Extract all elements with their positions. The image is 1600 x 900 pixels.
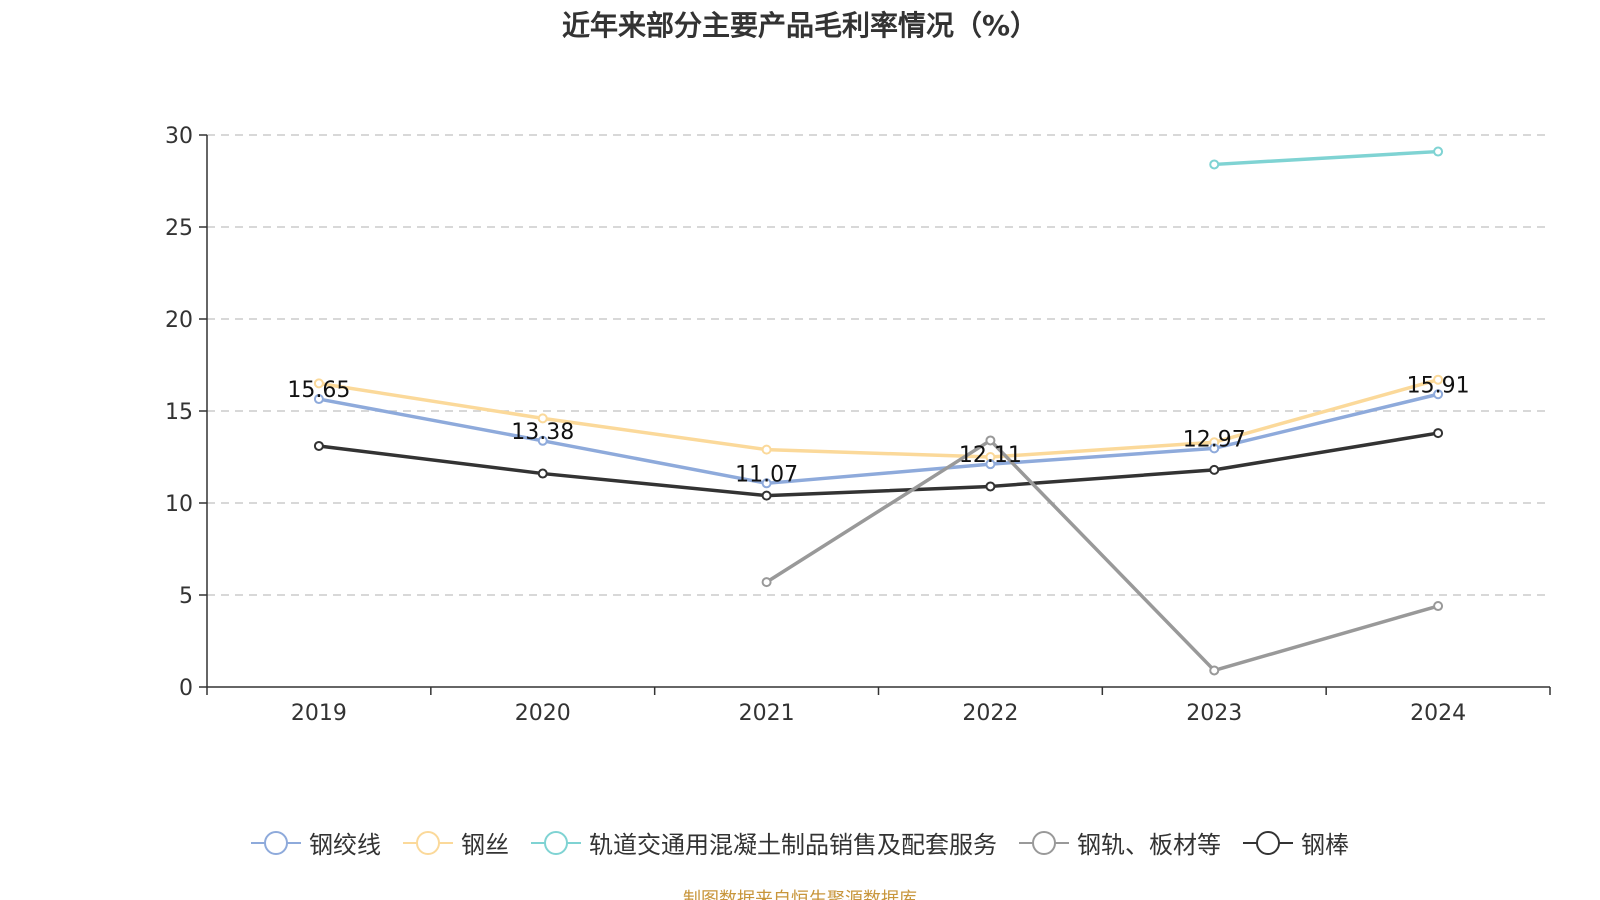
x-tick-label: 2023 [1186,701,1242,726]
data-point [1433,374,1444,385]
data-point [537,413,548,424]
y-tick-label: 5 [179,584,193,609]
data-label: 12.11 [959,443,1022,468]
data-point [985,435,996,446]
legend-item[interactable]: 钢轨、板材等 [1019,825,1221,860]
series-line-钢轨、板材等 [764,438,1440,673]
data-point [313,394,324,405]
legend-item[interactable]: 钢丝 [403,825,509,860]
source-note: 制图数据来自恒生聚源数据库 [683,889,917,900]
x-tick-label: 2022 [962,701,1018,726]
chart-title: 近年来部分主要产品毛利率情况（%） [561,9,1039,42]
data-point [761,444,772,455]
legend-item[interactable]: 轨道交通用混凝土制品销售及配套服务 [531,825,997,860]
data-point [1209,464,1220,475]
data-point [761,478,772,489]
circle-line-icon [531,830,581,855]
legend-item[interactable]: 钢绞线 [251,825,381,860]
circle-line-icon [1019,830,1069,855]
data-point [1209,665,1220,676]
data-label: 13.38 [511,420,574,445]
y-tick-label: 20 [165,308,193,333]
series-line-钢丝 [317,377,1440,459]
legend: 钢绞线 钢丝 轨道交通用混凝土制品销售及配套服务 钢轨、板材等 钢棒 [0,825,1600,860]
data-point [537,468,548,479]
legend-label: 钢丝 [461,831,509,859]
data-point [761,490,772,501]
series-line-轨道交通用混凝土制品销售及配套服务 [1212,149,1440,167]
data-point [1433,601,1444,612]
data-label: 15.65 [287,378,350,403]
y-tick-label: 0 [179,676,193,701]
y-tick-label: 10 [165,492,193,517]
x-tick-label: 2024 [1410,701,1466,726]
legend-label: 轨道交通用混凝土制品销售及配套服务 [589,831,997,859]
data-point [537,435,548,446]
data-label: 15.91 [1407,373,1470,398]
legend-label: 钢轨、板材等 [1077,831,1221,859]
series-line-钢绞线 [317,392,1440,486]
data-point [985,481,996,492]
data-label: 11.07 [735,462,798,487]
data-point [1209,159,1220,170]
data-point [1433,146,1444,157]
x-tick-label: 2019 [291,701,347,726]
data-point [313,440,324,451]
x-tick-label: 2021 [739,701,795,726]
data-point [1433,428,1444,439]
legend-label: 钢绞线 [309,831,381,859]
y-tick-label: 25 [165,216,193,241]
circle-line-icon [251,830,301,855]
x-tick-label: 2020 [515,701,571,726]
data-point [1209,443,1220,454]
data-point [761,577,772,588]
data-point [985,459,996,470]
y-tick-label: 15 [165,400,193,425]
legend-item[interactable]: 钢棒 [1243,825,1349,860]
data-point [1433,389,1444,400]
legend-label: 钢棒 [1301,831,1349,859]
data-point [313,378,324,389]
y-tick-label: 30 [165,124,193,149]
circle-line-icon [1243,830,1293,855]
circle-line-icon [403,830,453,855]
series-line-钢棒 [317,431,1440,498]
data-label: 12.97 [1183,427,1246,452]
